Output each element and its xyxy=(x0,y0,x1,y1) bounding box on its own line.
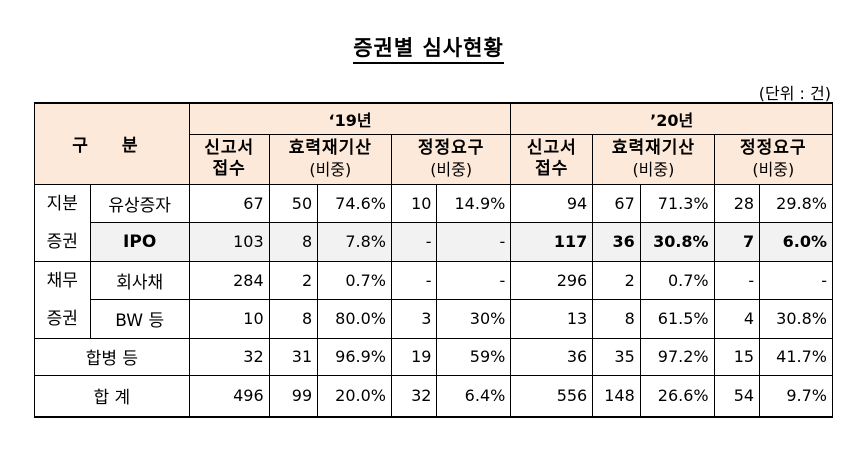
cell: 41.7% xyxy=(759,337,833,376)
cell: - xyxy=(436,222,512,262)
row-label: BW 등 xyxy=(89,299,190,339)
col-effective-19: 효력재기산 (비중) xyxy=(268,133,392,185)
cell: 3 xyxy=(390,299,437,339)
row-label: 합병 등 xyxy=(34,337,190,376)
cell: 9.7% xyxy=(759,374,833,418)
cell: 32 xyxy=(390,374,437,418)
cell: 32 xyxy=(188,337,270,376)
cell: 8 xyxy=(592,299,641,339)
year-2020-header: ’20년 xyxy=(510,102,833,135)
table-row: IPO 103 8 7.8% - - 117 36 30.8% 7 6.0% xyxy=(35,222,833,262)
cell: 6.4% xyxy=(436,374,512,418)
cell: - xyxy=(759,260,833,300)
cell: 15 xyxy=(713,337,760,376)
cell: 50 xyxy=(268,183,318,223)
cell: 28 xyxy=(713,183,760,223)
col-correction-19: 정정요구 (비중) xyxy=(390,133,512,185)
header-row-columns: 신고서 접수 효력재기산 (비중) 정정요구 (비중) 신고서 접수 효력재기산 (비중)… xyxy=(34,133,834,185)
review-status-table: 구 분 ‘19년 ’20년 신고서 접수 효력재기산 (비중) 정정요구 (비중) 신… xyxy=(34,102,834,418)
cell: 556 xyxy=(510,374,594,418)
cell: 97.2% xyxy=(639,337,715,376)
cell: 30.8% xyxy=(759,299,833,339)
group-equity: 지분 증권 xyxy=(34,183,91,262)
table-row: 합병 등 32 31 96.9% 19 59% 36 35 97.2% 15 4… xyxy=(34,337,833,376)
category-header: 구 분 xyxy=(34,102,190,185)
cell: 94 xyxy=(510,183,594,223)
cell: 148 xyxy=(592,374,641,418)
header-row-years: 구 분 ‘19년 ’20년 xyxy=(34,102,833,185)
cell: 74.6% xyxy=(317,183,392,223)
total-row: 합 계 496 99 20.0% 32 6.4% 556 148 26.6% 5… xyxy=(34,374,833,418)
cell: 2 xyxy=(268,260,318,300)
cell: 13 xyxy=(510,299,594,339)
document-title: 증권별 심사현황 xyxy=(0,32,857,64)
cell: - xyxy=(713,260,760,300)
col-filed-20: 신고서 접수 xyxy=(510,133,594,185)
cell: - xyxy=(436,260,512,300)
cell: 0.7% xyxy=(317,260,392,300)
cell: 99 xyxy=(268,374,318,418)
cell: 10 xyxy=(188,299,270,339)
cell: 80.0% xyxy=(317,299,392,339)
cell: 67 xyxy=(188,183,270,223)
cell: 10 xyxy=(390,183,437,223)
cell: 4 xyxy=(713,299,760,339)
cell: 31 xyxy=(268,337,318,376)
cell: 6.0% xyxy=(759,222,833,262)
group-debt: 채무 증권 xyxy=(34,260,91,339)
cell: 284 xyxy=(188,260,270,300)
unit-note: (단위 : 건) xyxy=(758,84,831,103)
cell: 0.7% xyxy=(639,260,715,300)
title-text: 증권별 심사현황 xyxy=(353,36,504,64)
cell: 117 xyxy=(510,222,594,262)
cell: 7.8% xyxy=(317,222,392,262)
cell: 103 xyxy=(188,222,270,262)
cell: 19 xyxy=(390,337,437,376)
table-row: 채무 증권 회사채 284 2 0.7% - - 296 2 0.7% - - xyxy=(34,260,833,339)
col-filed-19: 신고서 접수 xyxy=(188,133,270,185)
cell: 296 xyxy=(510,260,594,300)
cell: 36 xyxy=(510,337,594,376)
row-label: 합 계 xyxy=(34,374,190,418)
col-effective-20: 효력재기산 (비중) xyxy=(592,133,715,185)
col-correction-20: 정정요구 (비중) xyxy=(713,133,834,185)
cell: 29.8% xyxy=(759,183,833,223)
cell: 71.3% xyxy=(639,183,715,223)
cell: 59% xyxy=(436,337,512,376)
cell: 14.9% xyxy=(436,183,512,223)
cell: 26.6% xyxy=(639,374,715,418)
cell: 67 xyxy=(592,183,641,223)
cell: 35 xyxy=(592,337,641,376)
cell: 30.8% xyxy=(639,222,715,262)
row-label: 회사채 xyxy=(89,260,190,300)
cell: 8 xyxy=(268,299,318,339)
cell: 2 xyxy=(592,260,641,300)
table-row: 지분 증권 유상증자 67 50 74.6% 10 14.9% 94 67 71.… xyxy=(34,183,833,262)
cell: 7 xyxy=(713,222,760,262)
cell: 96.9% xyxy=(317,337,392,376)
cell: 54 xyxy=(713,374,760,418)
cell: 20.0% xyxy=(317,374,392,418)
year-2019-header: ‘19년 xyxy=(188,102,512,135)
row-label: IPO xyxy=(89,222,190,262)
table-row: BW 등 10 8 80.0% 3 30% 13 8 61.5% 4 30.8% xyxy=(35,299,833,339)
cell: - xyxy=(390,222,437,262)
cell: - xyxy=(390,260,437,300)
cell: 36 xyxy=(592,222,641,262)
cell: 496 xyxy=(188,374,270,418)
cell: 30% xyxy=(436,299,512,339)
cell: 61.5% xyxy=(639,299,715,339)
cell: 8 xyxy=(268,222,318,262)
row-label: 유상증자 xyxy=(89,183,190,223)
